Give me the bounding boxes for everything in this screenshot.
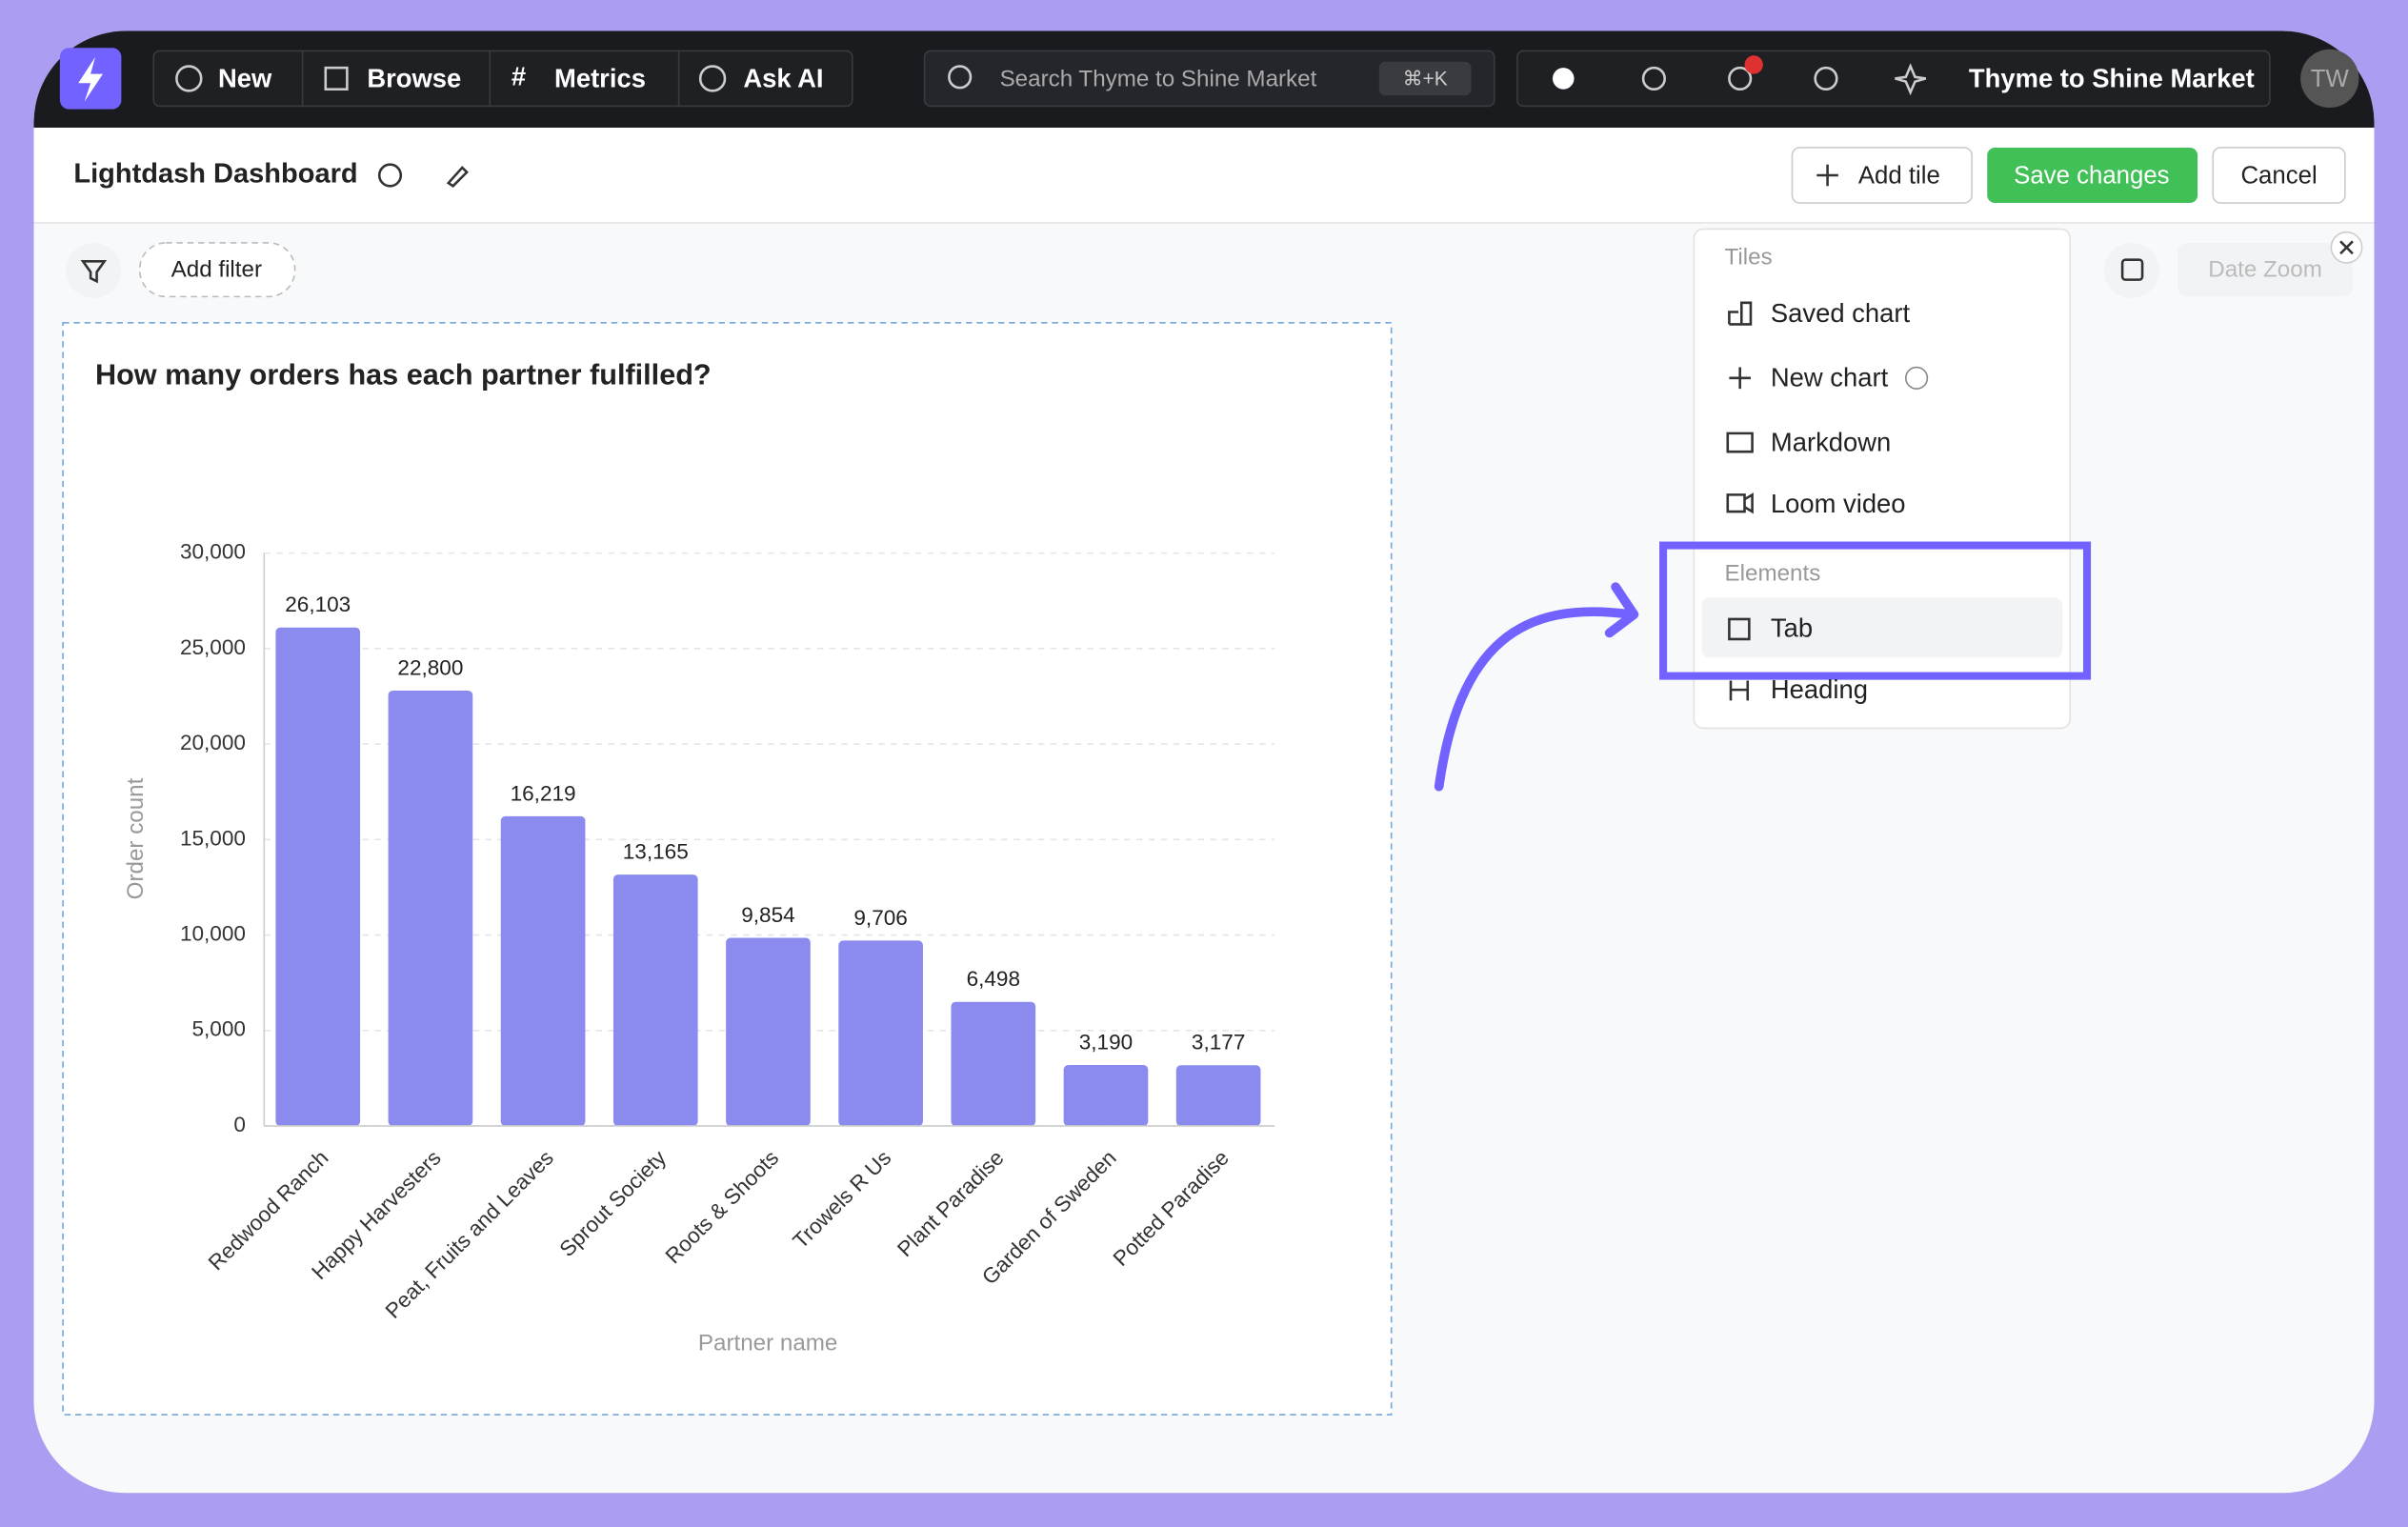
menu-item[interactable]: Tab (1771, 613, 1813, 642)
nav-metrics[interactable]: Metrics (554, 63, 646, 92)
data-label: 22,800 (397, 655, 463, 679)
bar (1175, 1065, 1261, 1126)
menu-icon (1726, 432, 1754, 453)
data-label: 13,165 (623, 839, 689, 863)
org-name[interactable]: Thyme to Shine Market (1969, 63, 2255, 92)
y-tick-label: 15,000 (180, 826, 246, 850)
menu-item[interactable]: Heading (1771, 674, 1868, 704)
y-tick-label: 25,000 (180, 635, 246, 659)
shortcut-badge (1378, 61, 1472, 96)
avatar[interactable] (2300, 49, 2359, 109)
menu-item[interactable]: Markdown (1771, 427, 1891, 456)
notifications[interactable] (1728, 66, 1753, 91)
y-tick-label: 0 (233, 1113, 246, 1136)
add-tile-label: Add tile (1858, 162, 1940, 189)
cancel-button[interactable] (2212, 147, 2346, 204)
logo-bolt (78, 56, 104, 102)
nav-group (152, 50, 853, 108)
filter-icon[interactable] (66, 242, 122, 298)
info-icon[interactable] (377, 163, 403, 188)
chart-tile[interactable] (62, 321, 1393, 1416)
header-bar (33, 128, 2375, 223)
menu-icon (1729, 367, 1751, 390)
menu-item[interactable]: Saved chart (1771, 298, 1911, 328)
annotation-arrow (1434, 582, 1639, 792)
search-placeholder: Search Thyme to Shine Market (1000, 66, 1317, 91)
y-tick-label: 20,000 (180, 731, 246, 754)
save-button[interactable] (1987, 147, 2198, 204)
help[interactable] (1814, 66, 1838, 91)
data-label: 3,177 (1192, 1031, 1245, 1055)
nav-ask-ai[interactable]: Ask AI (743, 63, 823, 92)
avatar-initials: TW (2311, 66, 2350, 92)
dashboard-title: Lightdash Dashboard (73, 159, 357, 190)
y-tick-label: 30,000 (180, 540, 246, 564)
nav-browse[interactable]: Browse (367, 63, 461, 92)
data-label: 6,498 (967, 967, 1020, 991)
data-label: 9,706 (853, 906, 907, 930)
cancel-label: Cancel (2240, 162, 2317, 189)
save-label: Save changes (2014, 162, 2169, 189)
bar (500, 815, 586, 1126)
data-label: 16,219 (511, 781, 576, 805)
bar (275, 627, 361, 1126)
bar (612, 874, 698, 1126)
search-icon (948, 65, 973, 90)
bar (951, 1001, 1036, 1126)
settings[interactable] (1641, 66, 1666, 91)
info-icon (1904, 366, 1929, 390)
data-label: 26,103 (285, 593, 351, 616)
menu-section: Elements (1725, 561, 1821, 587)
theme-toggle[interactable] (1552, 68, 1575, 90)
add-tile-button[interactable] (1791, 147, 1973, 204)
add-filter-label: Add filter (171, 256, 262, 282)
menu-item[interactable]: New chart (1771, 363, 1889, 392)
nav-new[interactable]: New (218, 63, 272, 92)
menu-items: Saved chart New chart Markdown Loom video Ta… (1726, 298, 1911, 704)
shortcut: ⌘+K (1403, 69, 1448, 90)
add-filter-button[interactable] (138, 242, 296, 298)
notification-dot (1744, 55, 1763, 74)
nav-actions (1516, 50, 2271, 108)
chart-title: How many orders has each partner fulfill… (95, 358, 712, 391)
date-zoom-label: Date Zoom (2208, 256, 2322, 282)
ai-icon[interactable] (1895, 63, 1927, 96)
x-axis-label: Partner name (698, 1330, 837, 1356)
bar (1063, 1065, 1149, 1126)
menu-icon (1728, 617, 1751, 641)
menu-icon (1729, 680, 1750, 701)
menu-section: Tiles (1725, 244, 1773, 270)
data-label: 3,190 (1079, 1030, 1133, 1054)
metrics-icon: # (512, 62, 526, 91)
y-axis-label: Order count (123, 777, 149, 899)
browse-icon (324, 66, 349, 91)
askai-icon (698, 65, 727, 92)
date-zoom-button[interactable] (2177, 242, 2353, 297)
data-label: 9,854 (741, 903, 794, 927)
y-tick-label: 5,000 (191, 1017, 245, 1041)
menu-item[interactable]: Loom video (1771, 489, 1906, 518)
menu-icon (1726, 492, 1754, 514)
menu-icon (1728, 301, 1753, 326)
y-tick-label: 10,000 (180, 922, 246, 946)
bar (838, 940, 923, 1126)
search-box[interactable] (923, 50, 1495, 108)
bar (388, 690, 473, 1126)
edit-icon[interactable] (446, 166, 469, 188)
new-icon (175, 65, 203, 92)
bar (726, 937, 811, 1126)
highlight-box (1659, 541, 2092, 680)
menu-highlight (1701, 597, 2063, 658)
calendar-icon[interactable] (2103, 242, 2159, 298)
